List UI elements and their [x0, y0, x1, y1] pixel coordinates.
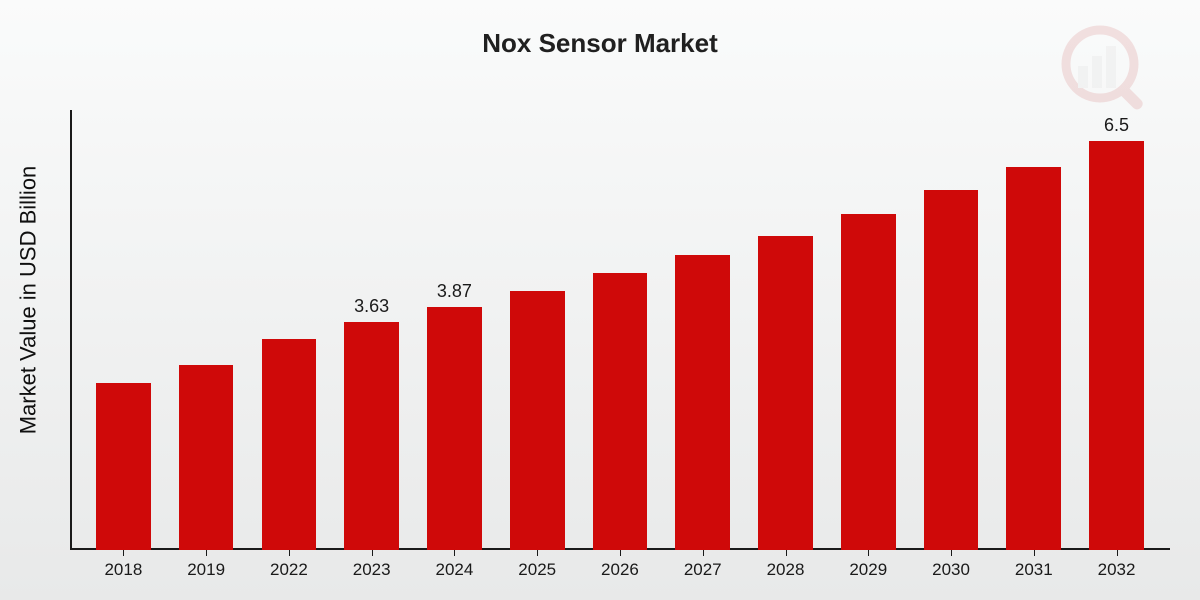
bar-slot: 3.632023: [330, 110, 413, 550]
x-tick: [703, 550, 704, 556]
bar: [179, 365, 234, 550]
bar: [593, 273, 648, 550]
chart-canvas: Nox Sensor Market Market Value in USD Bi…: [0, 0, 1200, 600]
chart-title: Nox Sensor Market: [0, 28, 1200, 59]
x-tick: [372, 550, 373, 556]
y-axis-line: [70, 110, 72, 550]
y-axis-label-container: Market Value in USD Billion: [8, 0, 48, 600]
bar: [758, 236, 813, 550]
y-axis-label: Market Value in USD Billion: [15, 166, 41, 435]
bar: [924, 190, 979, 550]
bar-slot: 2022: [248, 110, 331, 550]
bar-slot: 6.52032: [1075, 110, 1158, 550]
watermark-logo: [1042, 22, 1162, 112]
bar: [96, 383, 151, 550]
x-tick-label: 2026: [601, 560, 639, 580]
x-tick-label: 2022: [270, 560, 308, 580]
plot-area: 2018201920223.6320233.872024202520262027…: [70, 110, 1170, 550]
bar-value-label: 3.63: [354, 296, 389, 317]
bar-slot: 2027: [661, 110, 744, 550]
x-tick-label: 2023: [353, 560, 391, 580]
x-tick: [123, 550, 124, 556]
bar-value-label: 6.5: [1104, 115, 1129, 136]
bar-slot: 2025: [496, 110, 579, 550]
x-tick-label: 2024: [436, 560, 474, 580]
x-tick: [1034, 550, 1035, 556]
x-tick: [537, 550, 538, 556]
x-tick: [289, 550, 290, 556]
x-tick-label: 2031: [1015, 560, 1053, 580]
bar: [1006, 167, 1061, 550]
bar-slot: 2029: [827, 110, 910, 550]
x-tick-label: 2028: [767, 560, 805, 580]
bar-slot: 3.872024: [413, 110, 496, 550]
bar: [675, 255, 730, 550]
bar-slot: 2031: [992, 110, 1075, 550]
bar: 3.63: [344, 322, 399, 550]
x-tick: [454, 550, 455, 556]
bar-slot: 2028: [744, 110, 827, 550]
x-tick-label: 2029: [849, 560, 887, 580]
x-tick-label: 2025: [518, 560, 556, 580]
x-tick-label: 2030: [932, 560, 970, 580]
bar-slot: 2018: [82, 110, 165, 550]
bar-slot: 2026: [579, 110, 662, 550]
x-tick: [951, 550, 952, 556]
x-tick: [1117, 550, 1118, 556]
x-tick-label: 2019: [187, 560, 225, 580]
x-tick-label: 2032: [1098, 560, 1136, 580]
bar: 6.5: [1089, 141, 1144, 550]
bar-slot: 2019: [165, 110, 248, 550]
bar: 3.87: [427, 307, 482, 550]
bar-slot: 2030: [910, 110, 993, 550]
bar: [262, 339, 317, 550]
bars-container: 2018201920223.6320233.872024202520262027…: [82, 110, 1158, 550]
bar: [841, 214, 896, 550]
x-tick-label: 2027: [684, 560, 722, 580]
x-tick: [620, 550, 621, 556]
bar: [510, 291, 565, 550]
bar-value-label: 3.87: [437, 281, 472, 302]
x-tick-label: 2018: [104, 560, 142, 580]
x-tick: [786, 550, 787, 556]
x-tick: [868, 550, 869, 556]
x-tick: [206, 550, 207, 556]
